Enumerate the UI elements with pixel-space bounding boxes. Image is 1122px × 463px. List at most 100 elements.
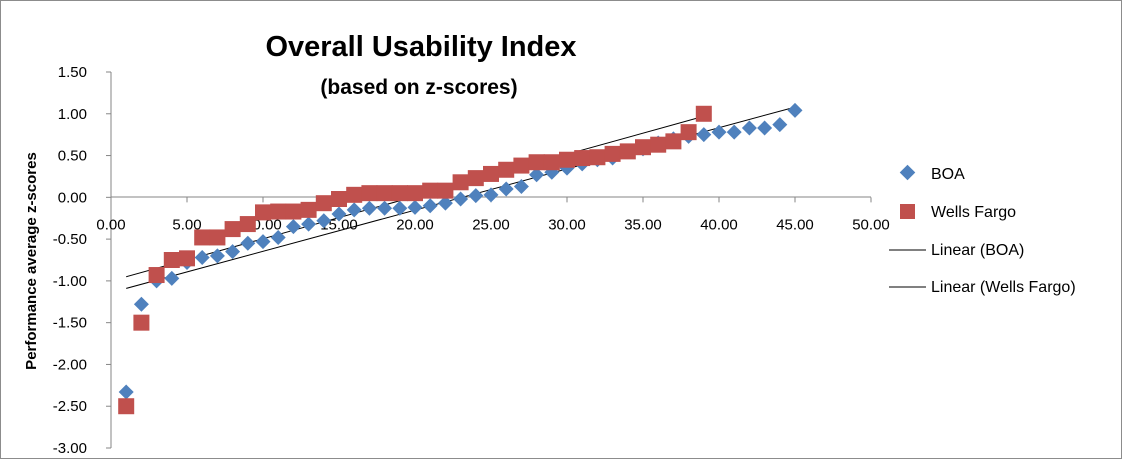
wells-fargo-point [118, 398, 135, 415]
y-tick-label: -0.50 [53, 231, 87, 248]
wells-fargo-point [680, 124, 697, 141]
y-tick-label: 0.00 [58, 189, 87, 206]
wells-fargo-point [437, 182, 454, 199]
legend-linear-boa-label: Linear (BOA) [931, 242, 1024, 259]
wells-fargo-point [285, 203, 302, 220]
boa-point [437, 195, 453, 211]
boa-point [133, 296, 149, 312]
boa-point [772, 117, 788, 133]
boa-point [270, 229, 286, 245]
wells-fargo-point [650, 136, 667, 153]
x-tick-label: 45.00 [776, 216, 814, 233]
boa-point [696, 127, 712, 143]
x-tick-label: 5.00 [172, 216, 201, 233]
boa-point [164, 270, 180, 286]
y-tick-label: -2.00 [53, 356, 87, 373]
x-tick-label: 0.00 [96, 216, 125, 233]
wells-fargo-point [194, 229, 211, 246]
legend-boa-label: BOA [931, 166, 965, 183]
y-axis-label: Performance average z-scores [23, 152, 40, 370]
wells-fargo-point [513, 157, 530, 174]
wells-fargo-point [239, 216, 256, 233]
legend: BOA Wells Fargo Linear (BOA) Linear (Wel… [889, 164, 1076, 296]
boa-point [225, 244, 241, 260]
legend-linear-wells-fargo-label: Linear (Wells Fargo) [931, 279, 1076, 296]
y-tick-label: 1.00 [58, 106, 87, 123]
wells-fargo-point [528, 154, 545, 171]
boa-point [711, 124, 727, 140]
wells-fargo-point [331, 191, 347, 208]
boa-point [392, 200, 408, 216]
wells-fargo-point [695, 105, 712, 122]
legend-item-linear-wells-fargo[interactable]: Linear (Wells Fargo) [889, 279, 1076, 296]
boa-point [513, 178, 529, 194]
boa-point [407, 199, 423, 215]
boa-point [726, 124, 742, 140]
x-tick-label: 20.00 [396, 216, 434, 233]
wells-fargo-point [315, 195, 332, 212]
boa-point [285, 219, 301, 235]
boa-point [787, 102, 803, 118]
wells-fargo-point [498, 161, 515, 178]
legend-wells-fargo-marker [900, 204, 915, 219]
boa-point [316, 213, 332, 229]
x-tick-label: 30.00 [548, 216, 586, 233]
legend-boa-marker [899, 164, 916, 181]
x-tick-label: 35.00 [624, 216, 662, 233]
legend-item-boa[interactable]: BOA [899, 164, 965, 183]
wells-fargo-point [179, 250, 195, 267]
wells-fargo-point [270, 203, 287, 220]
wells-fargo-point [361, 185, 378, 202]
y-tick-label: -3.00 [53, 440, 87, 457]
y-tick-label: 1.50 [58, 64, 87, 81]
y-tick-label: -1.00 [53, 273, 87, 290]
wells-fargo-point [224, 221, 241, 238]
wells-fargo-point [574, 150, 591, 167]
boa-point [529, 167, 545, 183]
wells-fargo-point [255, 204, 271, 221]
boa-point [483, 187, 499, 203]
series-boa [118, 102, 803, 400]
wells-fargo-point [133, 314, 150, 331]
boa-point [422, 198, 438, 214]
chart-subtitle: (based on z-scores) [320, 76, 517, 99]
wells-fargo-point [559, 151, 575, 168]
legend-wells-fargo-label: Wells Fargo [931, 204, 1016, 221]
wells-fargo-point [589, 149, 606, 166]
wells-fargo-point [483, 165, 499, 182]
boa-point [361, 200, 377, 216]
boa-point [498, 181, 514, 197]
wells-fargo-point [604, 145, 621, 162]
series-wells-fargo [118, 105, 712, 415]
legend-item-linear-boa[interactable]: Linear (BOA) [889, 242, 1024, 259]
boa-point [757, 120, 773, 136]
boa-point [741, 120, 757, 136]
wells-fargo-point [635, 139, 651, 156]
boa-point [453, 191, 469, 207]
wells-fargo-point [346, 186, 363, 203]
wells-fargo-point [665, 133, 682, 150]
y-axis-ticks: 1.50 1.00 0.50 0.00 -0.50 -1.00 -1.50 -2.00 -2.5… [53, 64, 111, 457]
boa-point [194, 249, 210, 265]
legend-item-wells-fargo[interactable]: Wells Fargo [900, 204, 1016, 221]
wells-fargo-point [376, 185, 393, 202]
y-tick-label: -1.50 [53, 315, 87, 332]
y-tick-label: -2.50 [53, 398, 87, 415]
boa-point [377, 200, 393, 216]
wells-fargo-point [148, 267, 165, 284]
x-tick-label: 50.00 [852, 216, 890, 233]
boa-point [240, 235, 256, 251]
y-tick-label: 0.50 [58, 148, 87, 165]
boa-point [301, 216, 317, 232]
wells-fargo-point [391, 185, 408, 202]
wells-fargo-point [619, 143, 636, 160]
wells-fargo-point [209, 229, 226, 246]
boa-point [209, 248, 225, 264]
x-tick-label: 25.00 [472, 216, 510, 233]
wells-fargo-point [422, 182, 439, 199]
boa-point [468, 188, 484, 204]
wells-fargo-point [300, 201, 317, 218]
wells-fargo-point [452, 174, 469, 191]
